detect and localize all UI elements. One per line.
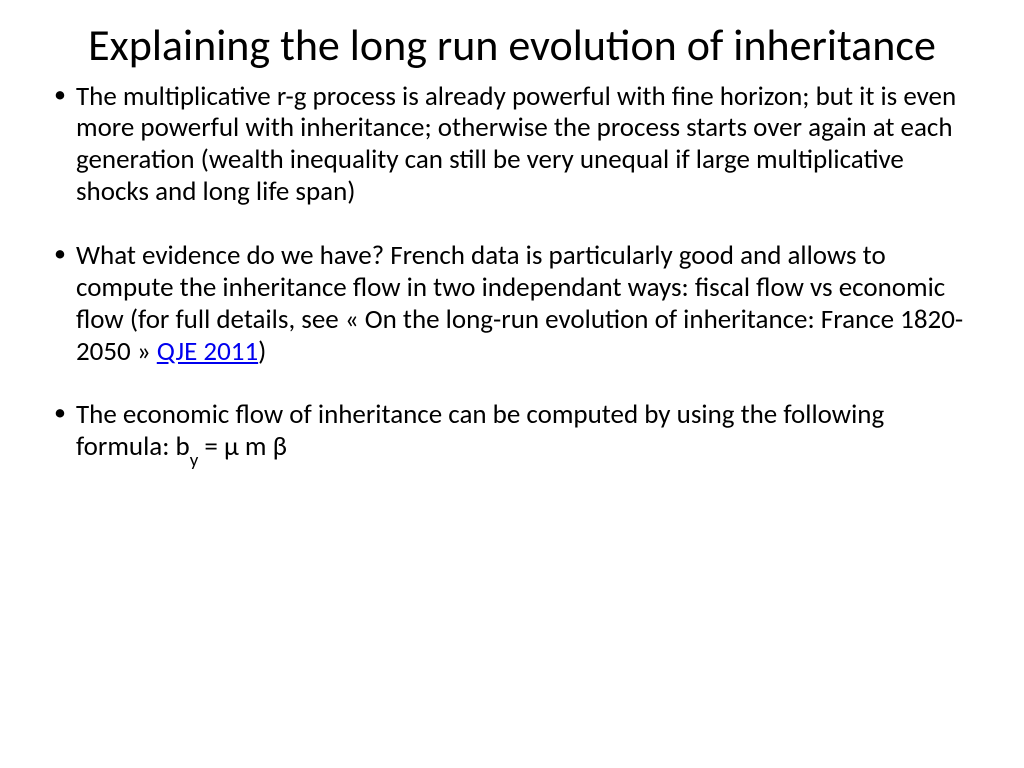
bullet-item: The multiplicative r-g process is alread…	[48, 81, 976, 208]
citation-link[interactable]: QJE 2011	[157, 335, 258, 368]
bullet-text: )	[258, 335, 266, 368]
slide: Explaining the long run evolution of inh…	[0, 0, 1024, 768]
slide-title: Explaining the long run evolution of inh…	[48, 20, 976, 71]
bullet-list: The multiplicative r-g process is alread…	[48, 81, 976, 468]
subscript: y	[190, 449, 199, 472]
bullet-text: = μ m β	[198, 430, 287, 463]
bullet-item: The economic flow of inheritance can be …	[48, 399, 976, 468]
bullet-text: The multiplicative r-g process is alread…	[76, 80, 956, 209]
bullet-item: What evidence do we have? French data is…	[48, 240, 976, 367]
